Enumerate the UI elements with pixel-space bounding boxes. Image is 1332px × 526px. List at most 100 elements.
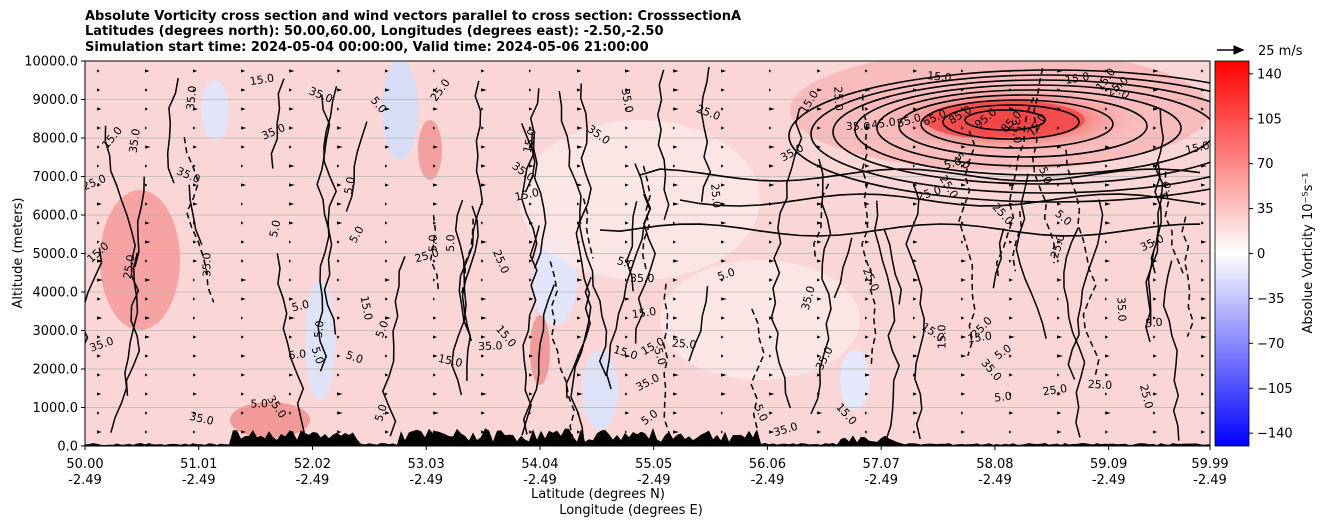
contour-line (521, 225, 540, 436)
wind-vector (1105, 335, 1109, 339)
wind-vector (961, 430, 965, 434)
wind-vector (1153, 373, 1158, 377)
wind-vector (1105, 240, 1108, 244)
wind-vector (1057, 278, 1062, 282)
colorbar-label: Absolue Vorticity 10⁻⁵s⁻¹ (1301, 173, 1316, 334)
wind-vector (913, 145, 917, 149)
wind-vector (865, 373, 871, 377)
wind-vector (1057, 259, 1060, 263)
wind-vector (673, 335, 679, 339)
wind-vector (1201, 392, 1205, 396)
wind-vector (529, 430, 533, 434)
contour-label: 25.0 (708, 183, 723, 209)
wind-vector (481, 69, 485, 73)
wind-vector (433, 88, 438, 92)
wind-vector (1057, 430, 1062, 434)
wind-vector (1057, 88, 1062, 92)
wind-vector (817, 430, 822, 434)
wind-vector (865, 240, 870, 244)
chart-title-line-1: Absolute Vorticity cross section and win… (85, 9, 742, 24)
wind-vector (385, 354, 388, 358)
contour-label: 15.0 (631, 305, 657, 321)
contour-label: 35.0 (619, 87, 636, 113)
wind-vector (145, 278, 151, 282)
colorbar-tick-label: 0 (1257, 247, 1265, 262)
wind-vector (481, 297, 487, 301)
wind-vector (529, 316, 532, 320)
wind-vector (385, 411, 390, 415)
wind-vector (193, 88, 196, 92)
wind-vector (337, 126, 342, 130)
x-tick-label-lon: -2.49 (182, 473, 216, 488)
contour-label: 5.0 (342, 176, 358, 195)
contour-label: 5.0 (1158, 180, 1174, 200)
wind-vector (1201, 335, 1207, 339)
wind-vector (289, 240, 292, 244)
wind-vector (1105, 316, 1109, 320)
wind-vector (241, 240, 245, 244)
wind-vector (817, 107, 823, 111)
wind-vector (913, 126, 917, 130)
wind-vector (1201, 88, 1206, 92)
wind-vector (385, 240, 388, 244)
wind-vector (481, 259, 484, 263)
wind-vector (721, 354, 724, 358)
wind-vector (289, 126, 294, 130)
wind-vector (625, 240, 628, 244)
contour-label: 5.0 (716, 265, 737, 283)
wind-vector (1105, 297, 1108, 301)
wind-vector (577, 373, 582, 377)
chart-title-line-2: Latitudes (degrees north): 50.00,60.00, … (85, 24, 664, 39)
contour-label: 15.0 (437, 352, 464, 370)
wind-vector (1201, 259, 1204, 263)
x-tick-label-lon: -2.49 (978, 473, 1012, 488)
wind-vector (769, 430, 775, 434)
wind-vector (817, 373, 822, 377)
wind-vector (1105, 259, 1111, 263)
contour-line (270, 78, 285, 169)
wind-vector (1201, 354, 1205, 358)
contour-line (992, 228, 1005, 289)
contour-line (1063, 227, 1086, 438)
wind-vector (1153, 202, 1158, 206)
wind-vector (529, 126, 532, 130)
wind-vector (865, 411, 868, 415)
wind-vector (433, 411, 439, 415)
contour-line (188, 184, 203, 245)
wind-vector (241, 202, 244, 206)
wind-vector (961, 88, 964, 92)
wind-vector (913, 354, 918, 358)
contour-line (883, 229, 902, 305)
wind-vector (337, 145, 343, 149)
wind-vector (721, 69, 727, 73)
wind-vector (673, 316, 678, 320)
wind-vector (769, 373, 774, 377)
wind-vector (721, 88, 725, 92)
wind-vector (481, 354, 485, 358)
contour-line (832, 79, 1210, 185)
wind-vector (1057, 164, 1062, 168)
contour-line (1162, 260, 1180, 441)
wind-vector (961, 259, 967, 263)
colorbar-tick-label: 105 (1257, 112, 1282, 127)
wind-vector (1201, 183, 1206, 187)
contour-line (381, 256, 406, 437)
wind-vector (961, 202, 967, 206)
wind-vector (1201, 297, 1207, 301)
wind-vector (625, 316, 629, 320)
contour-label: 55.0 (895, 111, 922, 130)
wind-vector (481, 126, 485, 130)
wind-vector (193, 335, 197, 339)
wind-vector (1009, 240, 1013, 244)
wind-vector (433, 164, 436, 168)
wind-vector (241, 88, 246, 92)
wind-vector (865, 430, 868, 434)
contour-line (582, 198, 594, 259)
wind-vector (1057, 354, 1063, 358)
wind-vector (769, 297, 773, 301)
contour-line (85, 247, 103, 345)
y-tick-label: 3000.0 (33, 324, 79, 339)
wind-vector (97, 354, 101, 358)
wind-vector (337, 316, 341, 320)
contour-label: 15.0 (935, 324, 948, 349)
